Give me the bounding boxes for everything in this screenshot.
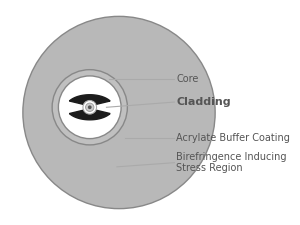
- Text: Birefringence Inducing
Stress Region: Birefringence Inducing Stress Region: [176, 152, 287, 173]
- Circle shape: [23, 16, 215, 209]
- Text: Core: Core: [176, 74, 199, 84]
- Text: Acrylate Buffer Coating: Acrylate Buffer Coating: [176, 133, 290, 143]
- Circle shape: [58, 76, 121, 139]
- Circle shape: [85, 103, 94, 111]
- Circle shape: [83, 101, 97, 114]
- Circle shape: [88, 105, 92, 109]
- Circle shape: [52, 70, 128, 145]
- Text: Cladding: Cladding: [176, 97, 231, 107]
- Polygon shape: [69, 95, 110, 105]
- Polygon shape: [69, 110, 110, 120]
